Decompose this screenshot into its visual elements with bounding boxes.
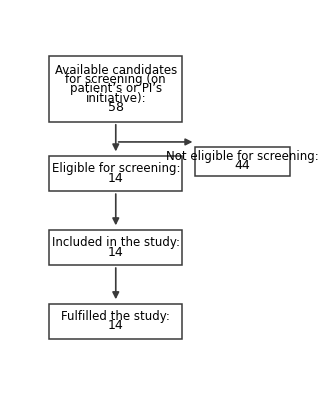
Text: Fulfilled the study:: Fulfilled the study:	[61, 310, 170, 323]
Text: 14: 14	[108, 172, 124, 185]
Text: 58: 58	[108, 101, 124, 114]
FancyBboxPatch shape	[49, 56, 182, 122]
Text: initiative):: initiative):	[85, 92, 146, 104]
Text: 14: 14	[108, 246, 124, 258]
Text: Available candidates: Available candidates	[55, 64, 177, 77]
Text: Eligible for screening:: Eligible for screening:	[52, 162, 180, 175]
FancyBboxPatch shape	[49, 230, 182, 265]
Text: for screening (on: for screening (on	[66, 73, 166, 86]
Text: 14: 14	[108, 320, 124, 332]
Text: Not eligible for screening:: Not eligible for screening:	[166, 150, 319, 163]
Text: Included in the study:: Included in the study:	[52, 236, 180, 249]
FancyBboxPatch shape	[49, 304, 182, 339]
FancyBboxPatch shape	[195, 146, 290, 176]
FancyBboxPatch shape	[49, 156, 182, 191]
Text: patient’s or PI’s: patient’s or PI’s	[70, 82, 162, 95]
Text: 44: 44	[235, 159, 251, 172]
